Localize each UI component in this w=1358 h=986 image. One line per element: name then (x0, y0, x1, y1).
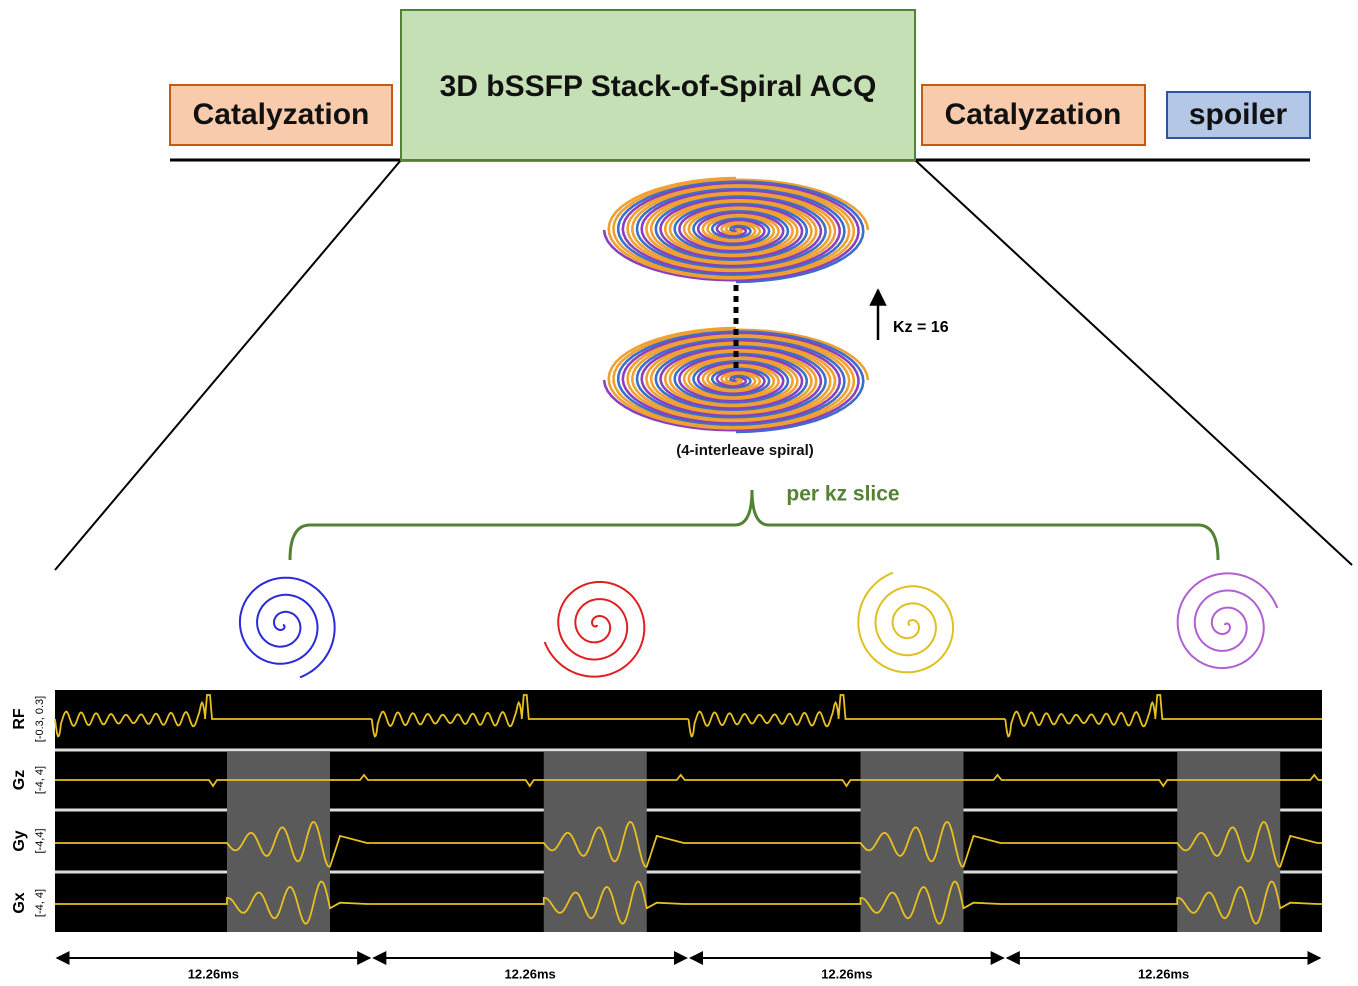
channel-range: [-4,4] (34, 828, 46, 853)
interleave (1178, 573, 1278, 668)
interleave (545, 582, 645, 677)
channel-name: RF (11, 708, 28, 730)
duration-label: 12.26ms (504, 966, 555, 981)
caption: (4-interleave spiral) (676, 442, 814, 459)
spiral-stack (604, 178, 868, 432)
block-label: spoiler (1189, 98, 1288, 131)
zoom-line (915, 160, 1352, 565)
block-label: 3D bSSFP Stack-of-Spiral ACQ (440, 70, 877, 103)
brace-label: per kz slice (786, 483, 899, 506)
channel-name: Gz (11, 770, 28, 790)
channel-name: Gy (11, 830, 28, 851)
channel-name: Gx (11, 892, 28, 913)
interleave (858, 573, 953, 673)
block-label: Catalyzation (193, 98, 370, 131)
duration-label: 12.26ms (188, 966, 239, 981)
brace (290, 490, 1218, 560)
duration-label: 12.26ms (821, 966, 872, 981)
channel-range: [-0.3, 0.3] (34, 696, 46, 742)
interleave (240, 578, 335, 678)
diagram: Catalyzation 3D bSSFP Stack-of-Spiral AC… (0, 0, 1358, 986)
zoom-line (55, 160, 401, 570)
channel-range: [-4, 4] (34, 766, 46, 794)
channel-range: [-4, 4] (34, 889, 46, 917)
page: {"top_bar": {"blocks": ["Catalyzation", … (0, 0, 1358, 986)
block-label: Catalyzation (945, 98, 1122, 131)
interleaves (240, 573, 1277, 678)
kz-label: Kz = 16 (893, 319, 949, 336)
duration-label: 12.26ms (1138, 966, 1189, 981)
